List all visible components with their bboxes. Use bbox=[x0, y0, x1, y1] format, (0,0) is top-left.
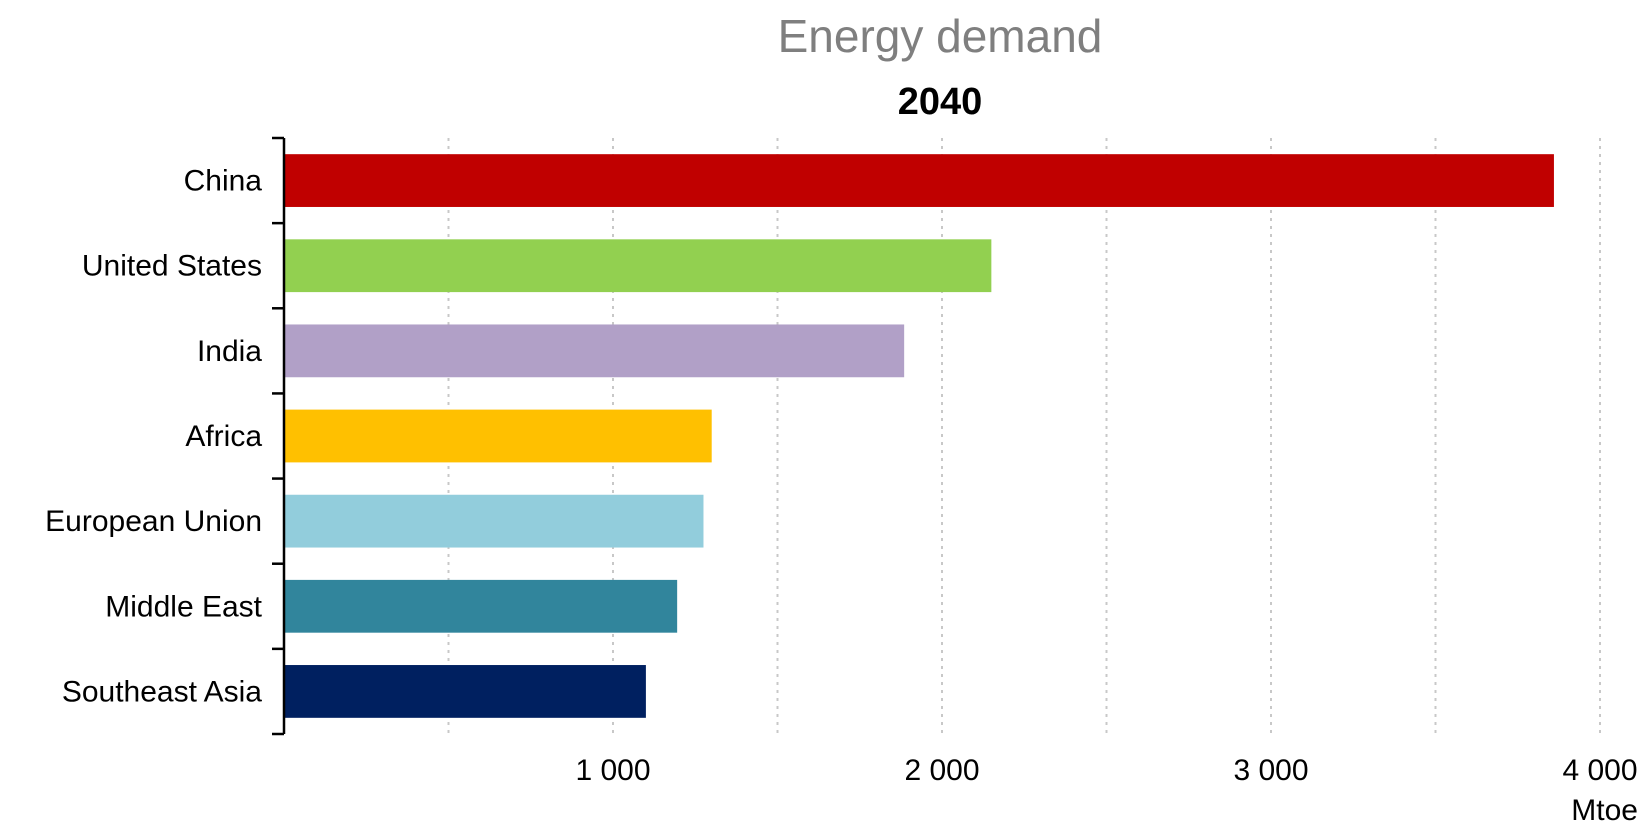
x-axis-unit: Mtoe bbox=[1571, 794, 1638, 824]
chart-title: Energy demand bbox=[778, 10, 1103, 62]
bar-china bbox=[284, 154, 1554, 207]
category-label-united-states: United States bbox=[82, 250, 262, 283]
x-tick-label-2000: 2 000 bbox=[904, 754, 979, 787]
chart-subtitle: 2040 bbox=[898, 81, 983, 123]
category-label-european-union: European Union bbox=[45, 505, 262, 538]
bar-india bbox=[284, 324, 905, 378]
labels: China United States India Africa European Un… bbox=[45, 165, 1637, 787]
bar-southeast-asia bbox=[284, 665, 646, 718]
category-label-southeast-asia: Southeast Asia bbox=[62, 675, 262, 708]
category-label-india: India bbox=[197, 335, 262, 368]
category-label-africa: Africa bbox=[185, 420, 262, 453]
bar-africa bbox=[284, 409, 712, 463]
bars bbox=[284, 154, 1554, 718]
x-tick-label-1000: 1 000 bbox=[575, 754, 650, 787]
bar-european-union bbox=[284, 494, 704, 548]
x-tick-label-3000: 3 000 bbox=[1233, 754, 1308, 787]
bar-united-states bbox=[284, 239, 992, 293]
axes bbox=[272, 136, 286, 736]
bar-middle-east bbox=[284, 579, 678, 633]
category-label-china: China bbox=[184, 165, 263, 198]
category-label-middle-east: Middle East bbox=[105, 590, 262, 623]
x-tick-label-4000: 4 000 bbox=[1562, 754, 1637, 787]
